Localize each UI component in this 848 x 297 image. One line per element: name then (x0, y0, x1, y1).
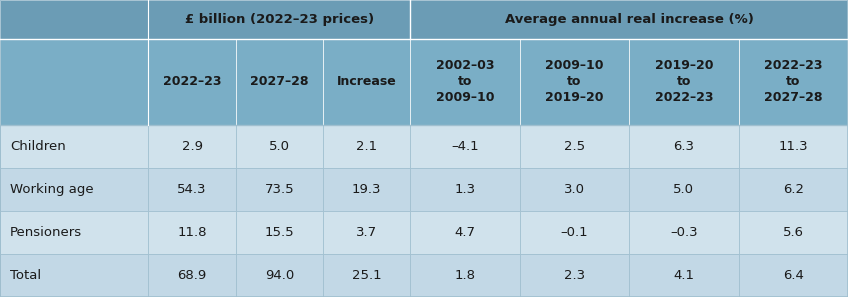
Text: 73.5: 73.5 (265, 183, 294, 196)
Bar (236, 125, 323, 168)
Bar (0, 211, 148, 254)
Bar (410, 125, 520, 168)
Text: 2.3: 2.3 (564, 269, 585, 282)
Bar (520, 168, 629, 211)
Text: Pensioners: Pensioners (10, 226, 82, 239)
Text: 54.3: 54.3 (177, 183, 207, 196)
Text: 2.1: 2.1 (356, 140, 377, 153)
Bar (739, 39, 848, 125)
Text: –0.3: –0.3 (670, 226, 698, 239)
Bar (629, 211, 739, 254)
Bar (323, 125, 410, 168)
Text: £ billion (2022–23 prices): £ billion (2022–23 prices) (185, 13, 374, 26)
Text: 2022–23: 2022–23 (163, 75, 221, 88)
Text: 15.5: 15.5 (265, 226, 294, 239)
Bar (148, 125, 236, 168)
Text: Average annual real increase (%): Average annual real increase (%) (505, 13, 754, 26)
Bar (236, 254, 323, 297)
Bar (0, 125, 148, 168)
Bar (148, 39, 236, 125)
Bar (520, 125, 629, 168)
Bar (0, 39, 148, 125)
Text: 6.4: 6.4 (783, 269, 804, 282)
Bar (323, 39, 410, 125)
Text: 2.9: 2.9 (181, 140, 203, 153)
Bar (236, 168, 323, 211)
Text: 5.0: 5.0 (673, 183, 695, 196)
Text: 5.0: 5.0 (269, 140, 290, 153)
Bar (739, 168, 848, 211)
Text: 2.5: 2.5 (564, 140, 585, 153)
Bar (0, 254, 148, 297)
Bar (148, 168, 236, 211)
Text: 1.3: 1.3 (455, 183, 476, 196)
Text: 94.0: 94.0 (265, 269, 294, 282)
Text: 6.3: 6.3 (673, 140, 695, 153)
Text: 2009–10
to
2019–20: 2009–10 to 2019–20 (545, 59, 604, 104)
Bar (629, 168, 739, 211)
Bar (148, 0, 410, 39)
Text: Working age: Working age (10, 183, 94, 196)
Bar (520, 254, 629, 297)
Text: 3.0: 3.0 (564, 183, 585, 196)
Bar (410, 211, 520, 254)
Bar (323, 254, 410, 297)
Bar (410, 39, 520, 125)
Text: 4.7: 4.7 (455, 226, 476, 239)
Bar (739, 254, 848, 297)
Bar (323, 211, 410, 254)
Bar (629, 39, 739, 125)
Bar (236, 211, 323, 254)
Bar (0, 0, 148, 39)
Text: 2019–20
to
2022–23: 2019–20 to 2022–23 (655, 59, 713, 104)
Bar (410, 254, 520, 297)
Bar (236, 39, 323, 125)
Text: 25.1: 25.1 (352, 269, 382, 282)
Text: 4.1: 4.1 (673, 269, 695, 282)
Text: 2022–23
to
2027–28: 2022–23 to 2027–28 (764, 59, 823, 104)
Text: 6.2: 6.2 (783, 183, 804, 196)
Bar (520, 211, 629, 254)
Bar (148, 254, 236, 297)
Text: Children: Children (10, 140, 66, 153)
Bar (739, 211, 848, 254)
Bar (148, 211, 236, 254)
Text: 19.3: 19.3 (352, 183, 382, 196)
Bar (323, 168, 410, 211)
Bar (629, 125, 739, 168)
Text: 5.6: 5.6 (783, 226, 804, 239)
Text: 2027–28: 2027–28 (250, 75, 309, 88)
Bar (739, 125, 848, 168)
Text: 3.7: 3.7 (356, 226, 377, 239)
Bar (410, 168, 520, 211)
Text: 68.9: 68.9 (177, 269, 207, 282)
Text: Increase: Increase (337, 75, 397, 88)
Text: –4.1: –4.1 (451, 140, 479, 153)
Bar (410, 0, 848, 39)
Text: –0.1: –0.1 (561, 226, 589, 239)
Text: 2002–03
to
2009–10: 2002–03 to 2009–10 (436, 59, 494, 104)
Text: 1.8: 1.8 (455, 269, 476, 282)
Text: 11.3: 11.3 (778, 140, 808, 153)
Text: 11.8: 11.8 (177, 226, 207, 239)
Bar (520, 39, 629, 125)
Text: Total: Total (10, 269, 42, 282)
Bar (629, 254, 739, 297)
Bar (0, 168, 148, 211)
